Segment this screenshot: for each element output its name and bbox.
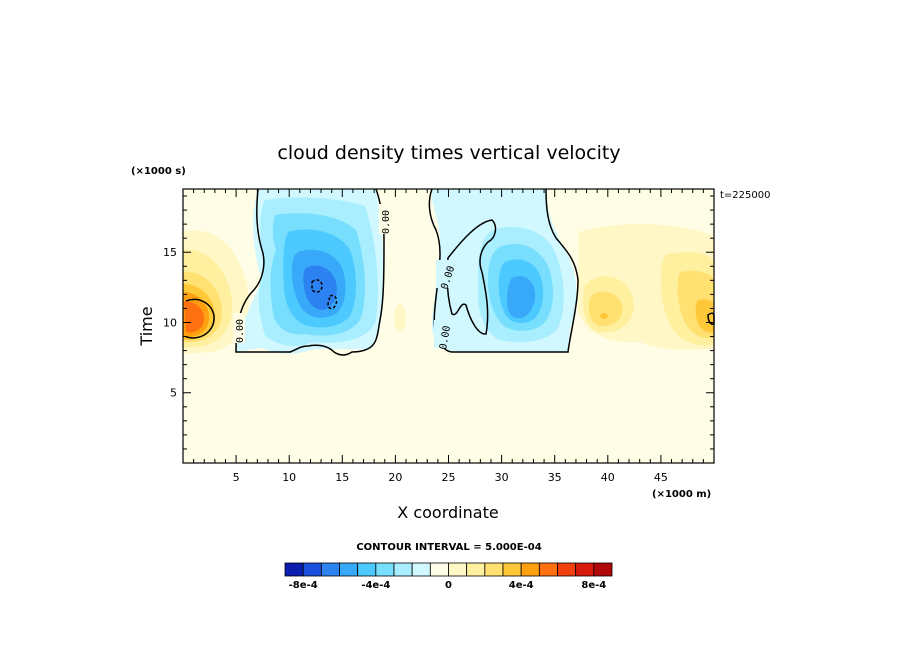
contour-label-4: 0.00 <box>438 325 453 351</box>
x-tick-label: 10 <box>282 471 296 484</box>
contour-lines <box>185 188 715 356</box>
positive-regions <box>183 224 714 354</box>
colorbar-swatch <box>575 562 595 577</box>
warm-contour-left <box>185 298 215 339</box>
x-tick-label: 45 <box>654 471 668 484</box>
colorbar-swatch <box>284 562 304 577</box>
plot-area: 0.00 0.00 0.00 0.00 <box>182 188 715 464</box>
zero-contour-inner-loop <box>446 219 497 335</box>
colorbar-swatch <box>339 562 359 577</box>
y-unit-label: (×1000 s) <box>131 166 186 177</box>
colorbar-swatch <box>484 562 504 577</box>
warm-region-right-edge-3 <box>695 299 714 333</box>
y-tick-label: 10 <box>163 316 177 329</box>
x-tick-label: 40 <box>601 471 615 484</box>
colorbar-tick-label: 8e-4 <box>581 580 606 591</box>
colorbar-swatch <box>448 562 468 577</box>
colorbar-tick-label: 0 <box>445 580 452 591</box>
x-tick-label: 15 <box>335 471 349 484</box>
warm-spot <box>600 313 608 319</box>
x-tick-label: 35 <box>548 471 562 484</box>
colorbar-swatch <box>466 562 486 577</box>
colorbar-swatch <box>375 562 395 577</box>
zero-contour-right <box>428 188 579 353</box>
neg-contour-dash-2 <box>327 294 338 310</box>
colorbar-tick-label: -4e-4 <box>361 580 390 591</box>
zero-contour-left <box>235 188 385 356</box>
y-tick-label: 15 <box>163 246 177 259</box>
x-tick-label: 5 <box>233 471 240 484</box>
contour-interval-label: CONTOUR INTERVAL = 5.000E-04 <box>356 542 541 553</box>
x-axis-label: X coordinate <box>397 503 498 522</box>
x-tick-label: 25 <box>442 471 456 484</box>
warm-patch-small <box>394 304 406 332</box>
colorbar-swatch <box>538 562 558 577</box>
contour-label-1: 0.00 <box>235 319 246 343</box>
colorbar-swatch <box>393 562 413 577</box>
colorbar-swatch <box>357 562 377 577</box>
colorbar-swatch <box>520 562 540 577</box>
colorbar-swatch <box>320 562 340 577</box>
colorbar-swatch <box>429 562 449 577</box>
colorbar-swatch <box>557 562 577 577</box>
warm-region-right-mid-2 <box>588 291 623 327</box>
chart-title: cloud density times vertical velocity <box>277 142 620 164</box>
x-unit-label: (×1000 m) <box>652 489 711 500</box>
colorbar-tick-label: 4e-4 <box>509 580 534 591</box>
axes: 5 10 15 20 25 30 35 40 45 5 10 15 <box>163 189 714 484</box>
cool-region-left-6 <box>303 265 337 310</box>
colorbar: -8e-4 -4e-4 0 4e-4 8e-4 <box>284 562 613 591</box>
colorbar-swatch <box>593 562 613 577</box>
x-tick-label: 30 <box>495 471 509 484</box>
cool-region-right-5 <box>507 275 536 319</box>
colorbar-swatch <box>411 562 431 577</box>
warm-region-left-6 <box>184 301 205 333</box>
colorbar-tick-label: -8e-4 <box>289 580 318 591</box>
time-label: t=225000 <box>720 190 770 201</box>
y-tick-label: 5 <box>170 387 177 400</box>
contour-label-2: 0.00 <box>381 210 392 234</box>
colorbar-swatch <box>302 562 322 577</box>
neg-contour-dash-1 <box>311 279 323 293</box>
colorbar-swatch <box>502 562 522 577</box>
x-tick-label: 20 <box>388 471 402 484</box>
y-axis-label: Time <box>137 306 156 346</box>
negative-regions <box>235 189 577 354</box>
